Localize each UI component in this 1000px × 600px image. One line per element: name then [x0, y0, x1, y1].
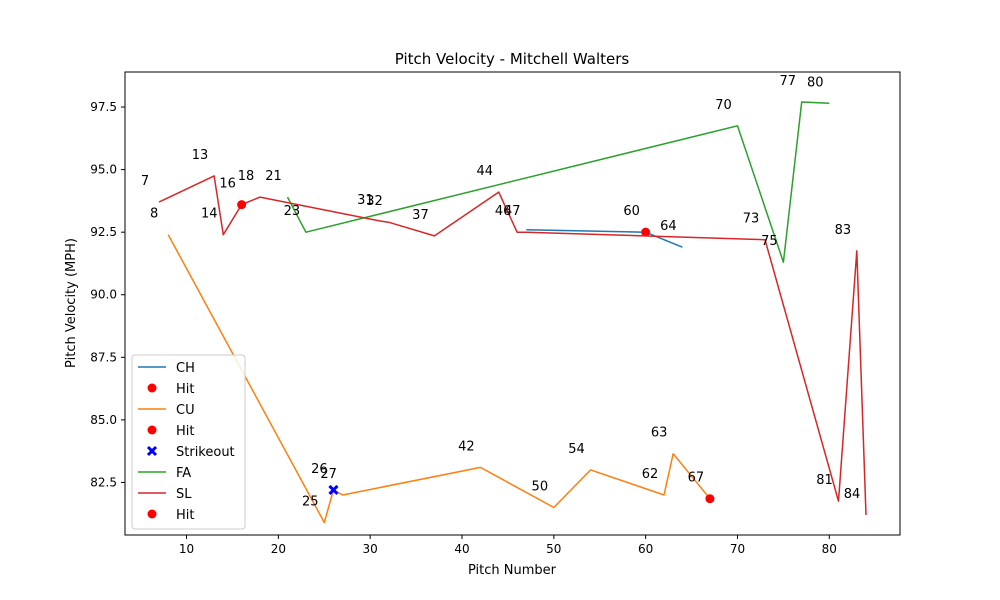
- legend-label: Hit: [176, 424, 194, 439]
- legend-swatch-hit: [147, 509, 157, 519]
- point-number-label: 44: [476, 164, 493, 179]
- x-tick-label: 80: [822, 542, 837, 556]
- point-number-label: 7: [141, 174, 149, 189]
- point-number-label: 63: [651, 426, 668, 441]
- legend-label: CU: [176, 403, 195, 418]
- point-number-label: 84: [844, 487, 861, 502]
- point-number-label: 8: [150, 207, 158, 222]
- y-tick-label: 92.5: [90, 225, 117, 239]
- point-number-label: 25: [302, 494, 319, 509]
- legend-label: FA: [176, 466, 191, 481]
- y-axis-label: Pitch Velocity (MPH): [64, 238, 79, 368]
- y-axis: 82.5 85.0 87.5 90.0 92.5 95.0 97.5: [90, 100, 125, 489]
- point-number-label: 81: [816, 473, 833, 488]
- series-line-cu: [167, 234, 711, 524]
- point-number-label: 32: [366, 194, 383, 209]
- point-number-label: 27: [320, 467, 337, 482]
- series-line-sl: [158, 175, 867, 516]
- legend-label: SL: [176, 487, 192, 502]
- x-tick-label: 50: [546, 542, 561, 556]
- y-tick-label: 82.5: [90, 475, 117, 489]
- legend: CH Hit CU Hit Strikeout FA SL Hit: [131, 354, 246, 530]
- plot-area: [124, 71, 901, 536]
- point-number-label: 23: [284, 204, 301, 219]
- point-number-label: 67: [688, 471, 705, 486]
- hit-marker: [237, 200, 247, 210]
- x-tick-label: 20: [271, 542, 286, 556]
- legend-box: [131, 354, 246, 530]
- point-number-label: 31: [357, 193, 374, 208]
- y-tick-label: 90.0: [90, 288, 117, 302]
- x-tick-label: 30: [363, 542, 378, 556]
- point-number-label: 47: [504, 204, 521, 219]
- point-number-label: 83: [835, 223, 852, 238]
- x-axis-label: Pitch Number: [468, 563, 557, 578]
- legend-label: Hit: [176, 382, 194, 397]
- point-number-label: 50: [532, 479, 549, 494]
- point-number-label: 16: [219, 177, 236, 192]
- point-number-label: 54: [568, 442, 585, 457]
- point-number-label: 73: [743, 212, 760, 227]
- legend-label: Hit: [176, 508, 194, 523]
- y-tick-label: 85.0: [90, 413, 117, 427]
- point-number-label: 26: [311, 462, 328, 477]
- point-number-label: 46: [495, 204, 512, 219]
- point-number-label: 18: [238, 169, 255, 184]
- point-number-label: 14: [201, 207, 218, 222]
- strikeout-marker: [328, 484, 339, 496]
- legend-swatch-hit: [147, 383, 157, 393]
- hit-marker: [705, 494, 715, 504]
- chart-title: Pitch Velocity - Mitchell Walters: [395, 50, 630, 68]
- plot-frame: [124, 71, 901, 536]
- point-number-label: 62: [642, 467, 659, 482]
- point-number-label: 42: [458, 439, 475, 454]
- series-line-fa: [286, 101, 830, 263]
- x-tick-label: 70: [730, 542, 745, 556]
- legend-label: Strikeout: [176, 445, 235, 460]
- hit-marker: [641, 227, 651, 237]
- point-number-label: 13: [192, 148, 209, 163]
- legend-label: CH: [176, 361, 195, 376]
- y-tick-label: 95.0: [90, 163, 117, 177]
- x-tick-label: 10: [179, 542, 194, 556]
- legend-swatch-hit: [147, 425, 157, 435]
- point-number-label: 80: [807, 75, 824, 90]
- x-tick-label: 40: [454, 542, 469, 556]
- legend-swatch-strikeout: [146, 445, 158, 457]
- point-number-label: 60: [623, 204, 640, 219]
- x-tick-label: 60: [638, 542, 653, 556]
- point-number-label: 21: [265, 169, 282, 184]
- y-tick-label: 97.5: [90, 100, 117, 114]
- point-number-label: 64: [660, 219, 677, 234]
- point-number-label: 70: [715, 98, 732, 113]
- series-layer: [158, 101, 867, 524]
- point-number-label: 77: [779, 74, 796, 89]
- y-tick-label: 87.5: [90, 350, 117, 364]
- x-axis: 10 20 30 40 50 60 70 80: [179, 535, 837, 556]
- point-number-label: 37: [412, 208, 429, 223]
- point-number-label: 75: [761, 234, 778, 249]
